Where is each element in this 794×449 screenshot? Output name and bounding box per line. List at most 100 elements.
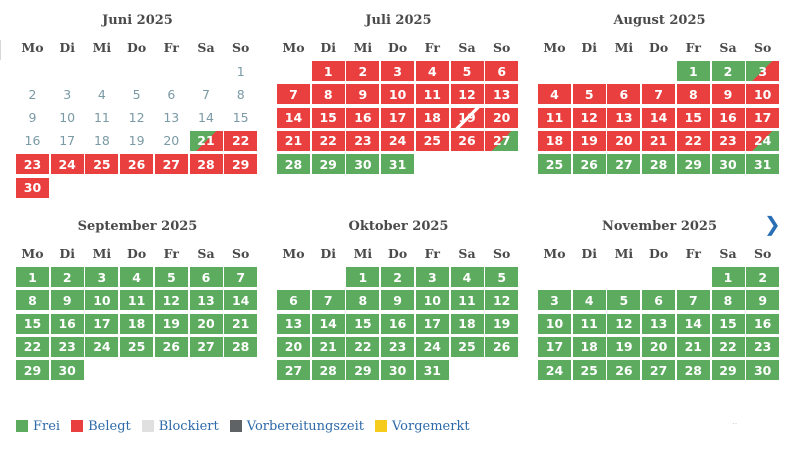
day-cell[interactable]: 30 xyxy=(16,177,49,198)
day-cell[interactable]: 16 xyxy=(346,107,380,128)
day-cell[interactable]: 2 xyxy=(711,61,745,81)
day-cell[interactable]: 14 xyxy=(676,313,710,334)
day-cell[interactable]: 21 xyxy=(277,130,310,151)
day-cell[interactable]: 22 xyxy=(346,336,380,357)
day-cell[interactable]: 3 xyxy=(538,290,571,311)
day-cell[interactable]: 15 xyxy=(711,313,745,334)
day-cell[interactable]: 10 xyxy=(381,84,415,105)
next-month-chevron-right-icon[interactable]: ❯ xyxy=(764,212,781,236)
day-cell[interactable]: 11 xyxy=(572,313,606,334)
day-cell[interactable]: 16 xyxy=(381,313,415,334)
day-cell[interactable]: 8 xyxy=(711,290,745,311)
day-cell[interactable]: 25 xyxy=(538,154,571,175)
day-cell[interactable]: 7 xyxy=(676,290,710,311)
day-cell[interactable]: 4 xyxy=(450,267,484,287)
day-cell[interactable]: 27 xyxy=(485,130,519,151)
day-cell[interactable]: 12 xyxy=(607,313,641,334)
day-cell[interactable]: 18 xyxy=(415,107,449,128)
day-cell[interactable]: 23 xyxy=(746,336,780,357)
day-cell[interactable]: 27 xyxy=(607,154,641,175)
day-cell[interactable]: 30 xyxy=(50,360,84,381)
day-cell[interactable]: 4 xyxy=(572,290,606,311)
day-cell[interactable]: 29 xyxy=(346,360,380,381)
day-cell[interactable]: 19 xyxy=(607,336,641,357)
day-cell[interactable]: 27 xyxy=(154,154,188,175)
day-cell[interactable]: 24 xyxy=(50,154,84,175)
day-cell[interactable]: 6 xyxy=(485,61,519,81)
day-cell[interactable]: 5 xyxy=(607,290,641,311)
day-cell[interactable]: 12 xyxy=(572,107,606,128)
day-cell[interactable]: 28 xyxy=(277,154,310,175)
day-cell[interactable]: 29 xyxy=(711,360,745,381)
day-cell[interactable]: 28 xyxy=(311,360,345,381)
day-cell[interactable]: 31 xyxy=(746,154,780,175)
day-cell[interactable]: 19 xyxy=(154,313,188,334)
day-cell[interactable]: 22 xyxy=(16,336,49,357)
day-cell[interactable]: 20 xyxy=(485,107,519,128)
day-cell[interactable]: 13 xyxy=(277,313,310,334)
day-cell[interactable]: 21 xyxy=(642,130,676,151)
day-cell[interactable]: 18 xyxy=(572,336,606,357)
day-cell[interactable]: 9 xyxy=(711,84,745,105)
day-cell[interactable]: 26 xyxy=(120,154,154,175)
day-cell[interactable]: 9 xyxy=(50,290,84,311)
day-cell[interactable]: 6 xyxy=(607,84,641,105)
day-cell[interactable]: 6 xyxy=(642,290,676,311)
day-cell[interactable]: 7 xyxy=(311,290,345,311)
day-cell[interactable]: 21 xyxy=(224,313,258,334)
day-cell[interactable]: 5 xyxy=(450,61,484,81)
day-cell[interactable]: 26 xyxy=(572,154,606,175)
day-cell[interactable]: 20 xyxy=(189,313,223,334)
day-cell[interactable]: 25 xyxy=(450,336,484,357)
day-cell[interactable]: 21 xyxy=(311,336,345,357)
day-cell[interactable]: 22 xyxy=(311,130,345,151)
day-cell[interactable]: 8 xyxy=(16,290,49,311)
day-cell[interactable]: 10 xyxy=(85,290,119,311)
day-cell[interactable]: 31 xyxy=(381,154,415,175)
day-cell[interactable]: 28 xyxy=(224,336,258,357)
day-cell[interactable]: 22 xyxy=(224,130,258,151)
day-cell[interactable]: 26 xyxy=(450,130,484,151)
day-cell[interactable]: 26 xyxy=(485,336,519,357)
day-cell[interactable]: 14 xyxy=(311,313,345,334)
day-cell[interactable]: 23 xyxy=(50,336,84,357)
day-cell[interactable]: 17 xyxy=(746,107,780,128)
day-cell[interactable]: 24 xyxy=(538,360,571,381)
day-cell[interactable]: 1 xyxy=(346,267,380,287)
day-cell[interactable]: 10 xyxy=(415,290,449,311)
day-cell[interactable]: 11 xyxy=(120,290,154,311)
day-cell[interactable]: 19 xyxy=(450,107,484,128)
day-cell[interactable]: 24 xyxy=(415,336,449,357)
day-cell[interactable]: 16 xyxy=(746,313,780,334)
day-cell[interactable]: 7 xyxy=(224,267,258,287)
day-cell[interactable]: 3 xyxy=(85,267,119,287)
day-cell[interactable]: 25 xyxy=(572,360,606,381)
day-cell[interactable]: 24 xyxy=(381,130,415,151)
day-cell[interactable]: 26 xyxy=(154,336,188,357)
day-cell[interactable]: 15 xyxy=(311,107,345,128)
day-cell[interactable]: 8 xyxy=(676,84,710,105)
day-cell[interactable]: 29 xyxy=(224,154,258,175)
day-cell[interactable]: 4 xyxy=(538,84,571,105)
day-cell[interactable]: 2 xyxy=(381,267,415,287)
day-cell[interactable]: 17 xyxy=(381,107,415,128)
day-cell[interactable]: 1 xyxy=(16,267,49,287)
day-cell[interactable]: 23 xyxy=(16,154,49,175)
day-cell[interactable]: 4 xyxy=(415,61,449,81)
day-cell[interactable]: 6 xyxy=(277,290,310,311)
day-cell[interactable]: 22 xyxy=(676,130,710,151)
day-cell[interactable]: 16 xyxy=(50,313,84,334)
day-cell[interactable]: 6 xyxy=(189,267,223,287)
day-cell[interactable]: 23 xyxy=(381,336,415,357)
day-cell[interactable]: 20 xyxy=(277,336,310,357)
day-cell[interactable]: 3 xyxy=(381,61,415,81)
day-cell[interactable]: 11 xyxy=(450,290,484,311)
day-cell[interactable]: 9 xyxy=(746,290,780,311)
day-cell[interactable]: 12 xyxy=(154,290,188,311)
day-cell[interactable]: 15 xyxy=(676,107,710,128)
day-cell[interactable]: 31 xyxy=(415,360,449,381)
day-cell[interactable]: 17 xyxy=(415,313,449,334)
day-cell[interactable]: 20 xyxy=(642,336,676,357)
day-cell[interactable]: 10 xyxy=(746,84,780,105)
day-cell[interactable]: 14 xyxy=(642,107,676,128)
